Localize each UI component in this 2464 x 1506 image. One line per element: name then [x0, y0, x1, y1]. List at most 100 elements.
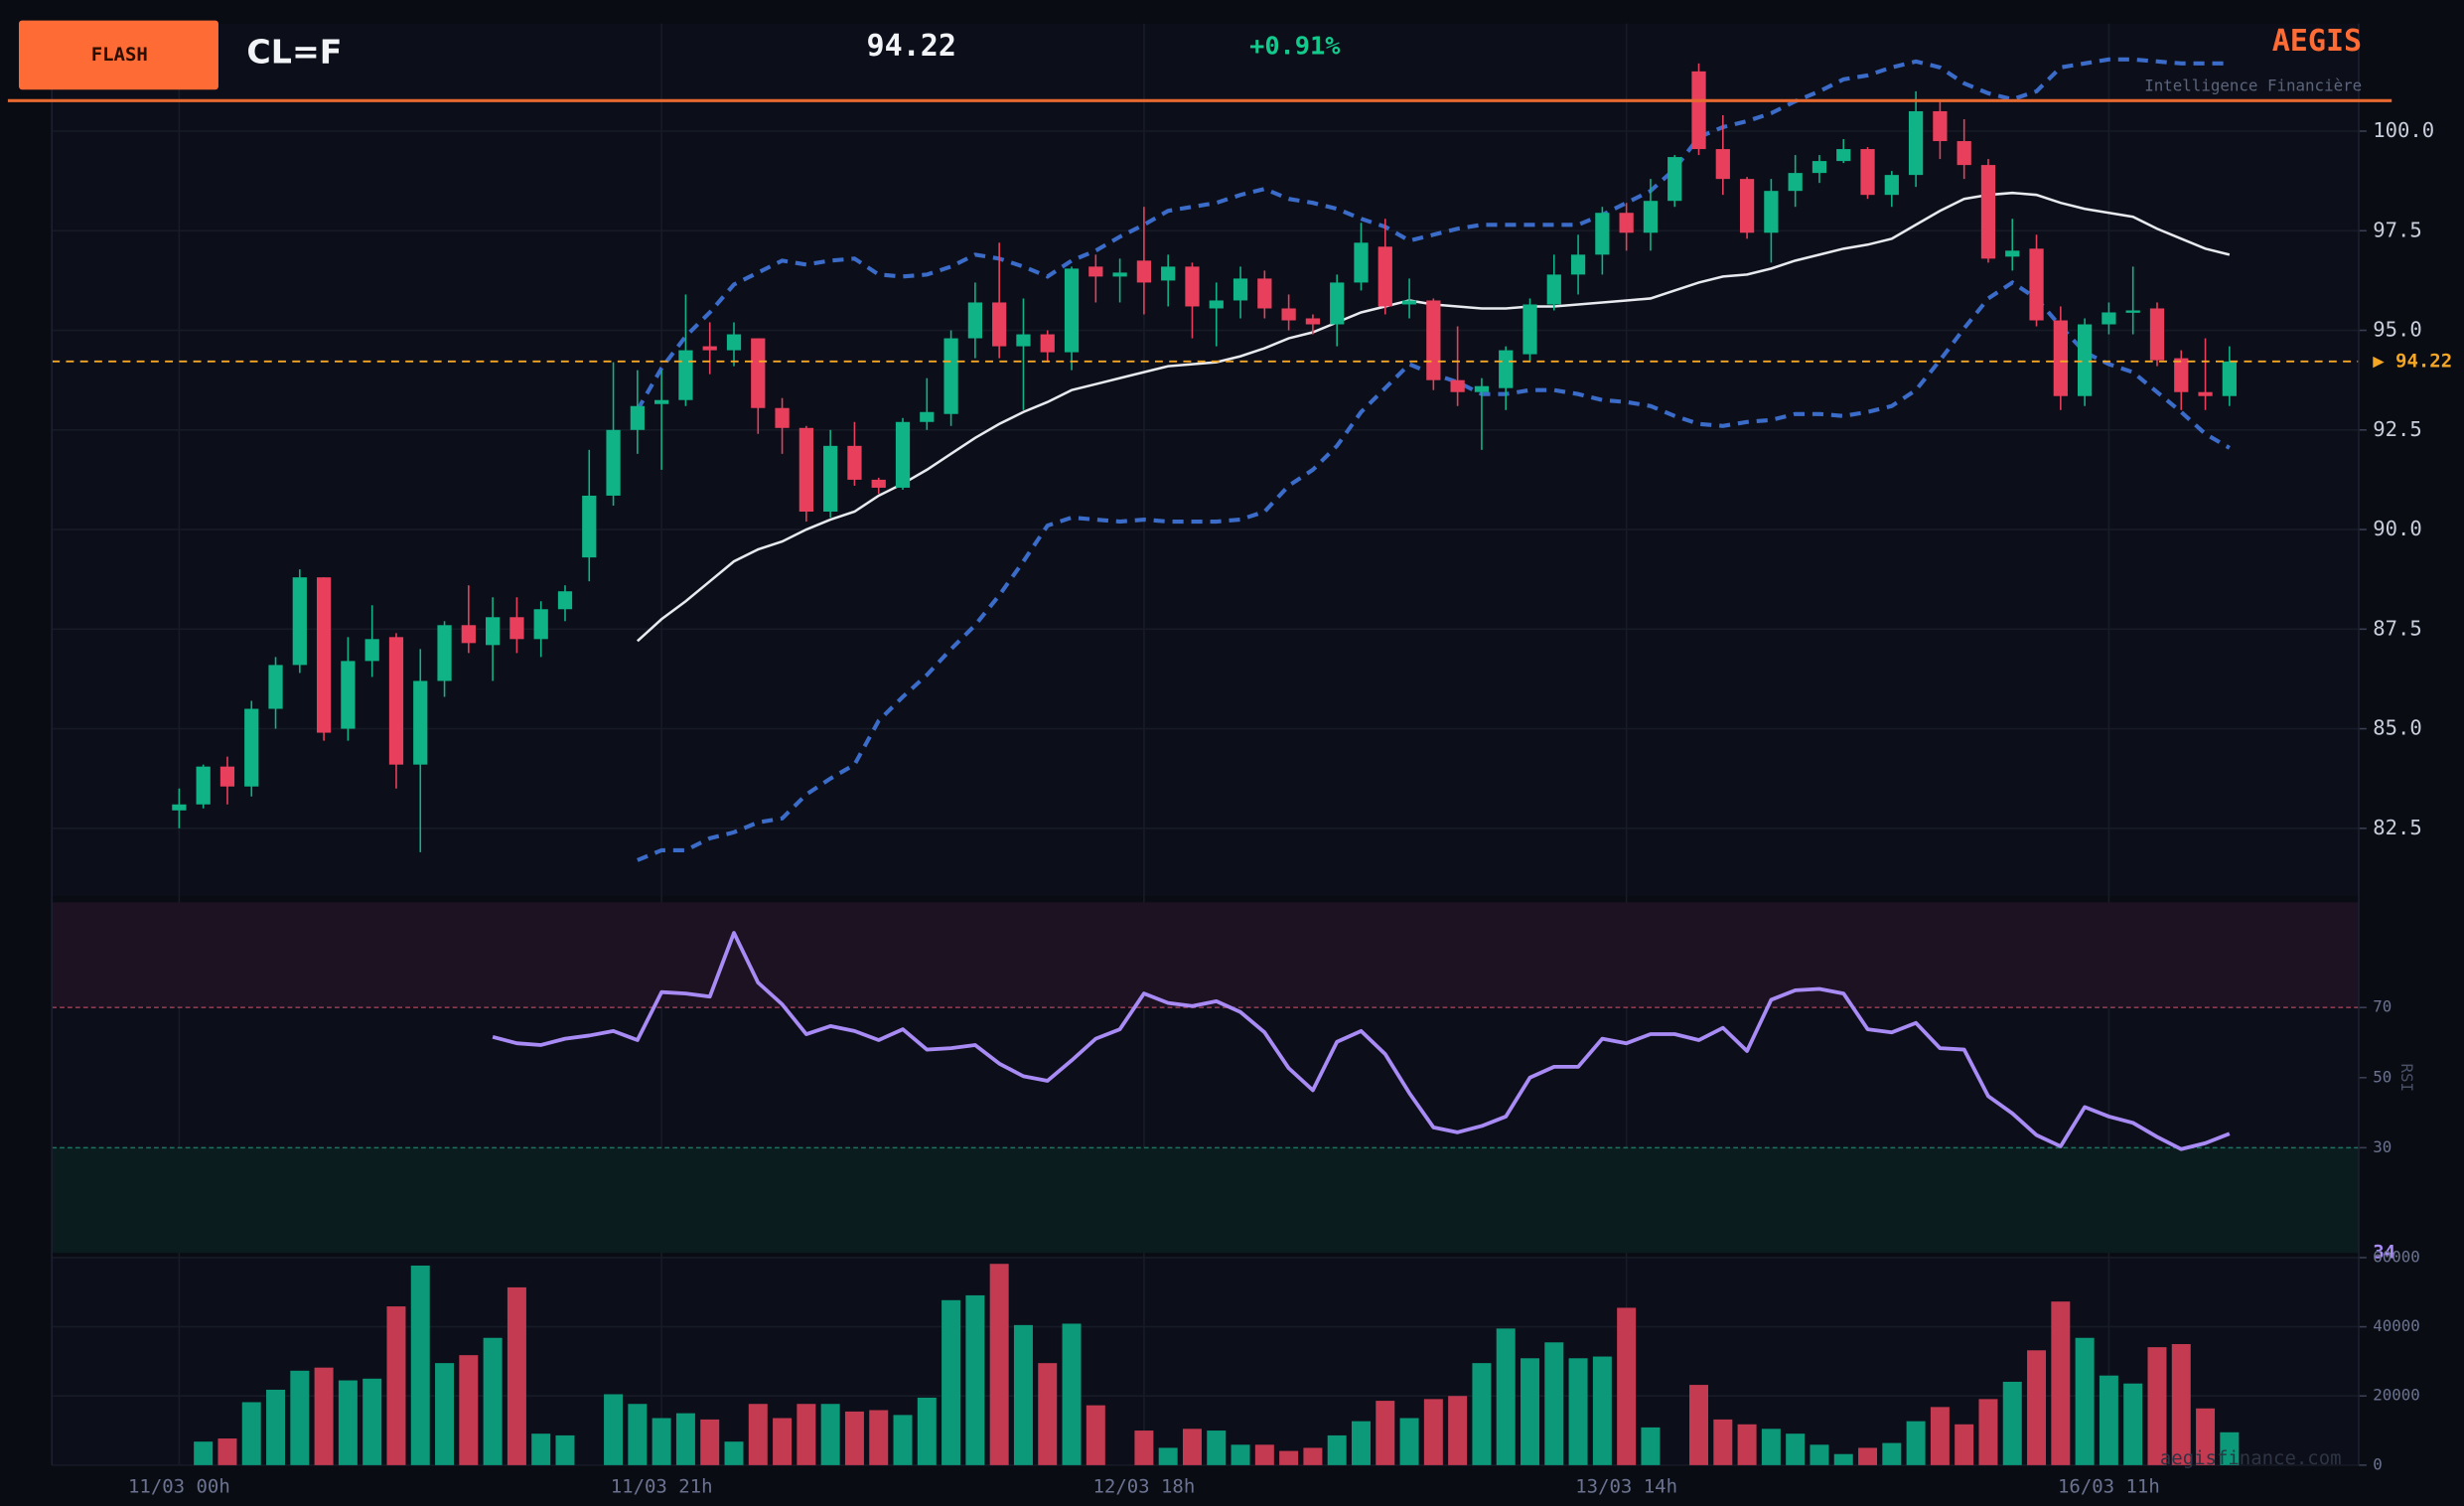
candle-body: [1330, 282, 1345, 325]
volume-bar: [290, 1370, 310, 1465]
volume-bar: [1930, 1407, 1950, 1465]
y-tick-label: 60000: [2373, 1247, 2420, 1266]
y-tick-label: 100.0: [2373, 118, 2434, 142]
brand: AEGIS: [2272, 24, 2362, 59]
candle-body: [943, 338, 958, 414]
rsi-line: [492, 931, 2231, 1151]
volume-bar: [314, 1367, 334, 1465]
candle-body: [1739, 179, 1755, 233]
price-panel: [52, 23, 2359, 897]
y-tick-label: 92.5: [2373, 417, 2422, 441]
volume-bar: [989, 1264, 1009, 1465]
price-change: +0.91%: [1249, 31, 1341, 60]
volume-bar: [1279, 1450, 1299, 1465]
volume-bar: [1303, 1447, 1323, 1465]
volume-bar: [724, 1441, 744, 1465]
candle-body: [219, 766, 235, 787]
volume-bar: [893, 1415, 913, 1465]
candle-body: [967, 302, 982, 339]
candle-body: [1522, 304, 1537, 355]
y-tick-label: 0: [2373, 1454, 2383, 1473]
candle-body: [437, 625, 452, 681]
candle-body: [1401, 300, 1417, 305]
candle-body: [244, 708, 259, 787]
candle-body: [1112, 272, 1127, 277]
candle-body: [1185, 266, 1200, 307]
candle-body: [413, 680, 428, 765]
y-tick-label: 50: [2373, 1067, 2392, 1086]
volume-bar: [1568, 1358, 1588, 1465]
candle-body: [341, 661, 356, 729]
last-price: 94.22: [866, 29, 955, 64]
candle-body: [1570, 254, 1586, 275]
candle-body: [2174, 358, 2189, 392]
volume-bar: [1810, 1444, 1829, 1465]
volume-bar: [1231, 1444, 1250, 1465]
volume-bar: [604, 1394, 624, 1465]
candle-body: [1281, 308, 1296, 321]
rsi-axis-label: RSI: [2397, 1063, 2416, 1092]
candle-body: [1499, 350, 1514, 388]
x-tick-label: 16/03 11h: [2058, 1476, 2160, 1498]
volume-bar: [773, 1418, 793, 1465]
volume-bar: [628, 1404, 648, 1465]
volume-bar: [675, 1413, 695, 1465]
x-tick-label: 13/03 14h: [1575, 1476, 1677, 1498]
volume-bar: [194, 1441, 214, 1465]
volume-bar: [1641, 1427, 1661, 1465]
candle-body: [1788, 173, 1803, 192]
candle-body: [775, 407, 790, 428]
candle-body: [823, 445, 838, 513]
volume-bar: [1134, 1431, 1154, 1465]
volume-bar: [1955, 1424, 1974, 1465]
volume-bar: [965, 1294, 985, 1465]
volume-bar: [410, 1265, 430, 1465]
candle-body: [509, 617, 524, 640]
candle-body: [992, 302, 1007, 347]
candle-body: [2198, 391, 2213, 396]
volume-bar: [435, 1363, 455, 1465]
candle-body: [2005, 250, 2020, 257]
volume-bar: [507, 1286, 526, 1465]
candle-body: [1691, 71, 1706, 150]
candle-body: [1064, 268, 1080, 353]
candle-body: [316, 577, 332, 733]
volume-bar: [748, 1404, 768, 1465]
volume-bar: [555, 1434, 575, 1465]
y-tick-label: 20000: [2373, 1386, 2420, 1405]
candle-body: [196, 766, 211, 805]
x-tick-label: 11/03 00h: [128, 1476, 230, 1498]
y-tick-label: 40000: [2373, 1316, 2420, 1335]
y-tick-label: 95.0: [2373, 318, 2422, 342]
candle-body: [1232, 278, 1248, 301]
candle-body: [1812, 161, 1827, 174]
volume-bar: [1496, 1328, 1516, 1465]
candle-body: [2149, 308, 2165, 361]
candle-body: [1595, 213, 1610, 255]
volume-bar: [2075, 1337, 2095, 1465]
symbol: CL=F: [246, 32, 342, 71]
volume-bar: [1038, 1363, 1058, 1465]
candle-body: [2029, 248, 2044, 321]
candle-body: [172, 804, 187, 811]
candle-body: [533, 609, 548, 640]
volume-bar: [266, 1389, 286, 1465]
volume-bar: [483, 1337, 503, 1465]
volume-bar: [1617, 1307, 1637, 1465]
volume-bar: [1423, 1399, 1443, 1465]
rsi-zone: [52, 1147, 2359, 1254]
volume-bar: [1521, 1358, 1539, 1465]
volume-bar: [1472, 1363, 1492, 1465]
candle-body: [606, 429, 621, 496]
candle-body: [1980, 165, 1996, 259]
x-tick-label: 12/03 18h: [1092, 1476, 1195, 1498]
volume-bar: [459, 1355, 479, 1465]
rsi-zone: [52, 902, 2359, 1008]
volume-bar: [869, 1410, 889, 1465]
volume-bar: [217, 1438, 237, 1465]
candle-body: [702, 346, 717, 351]
volume-bar: [1086, 1405, 1105, 1465]
candle-body: [1764, 191, 1779, 233]
